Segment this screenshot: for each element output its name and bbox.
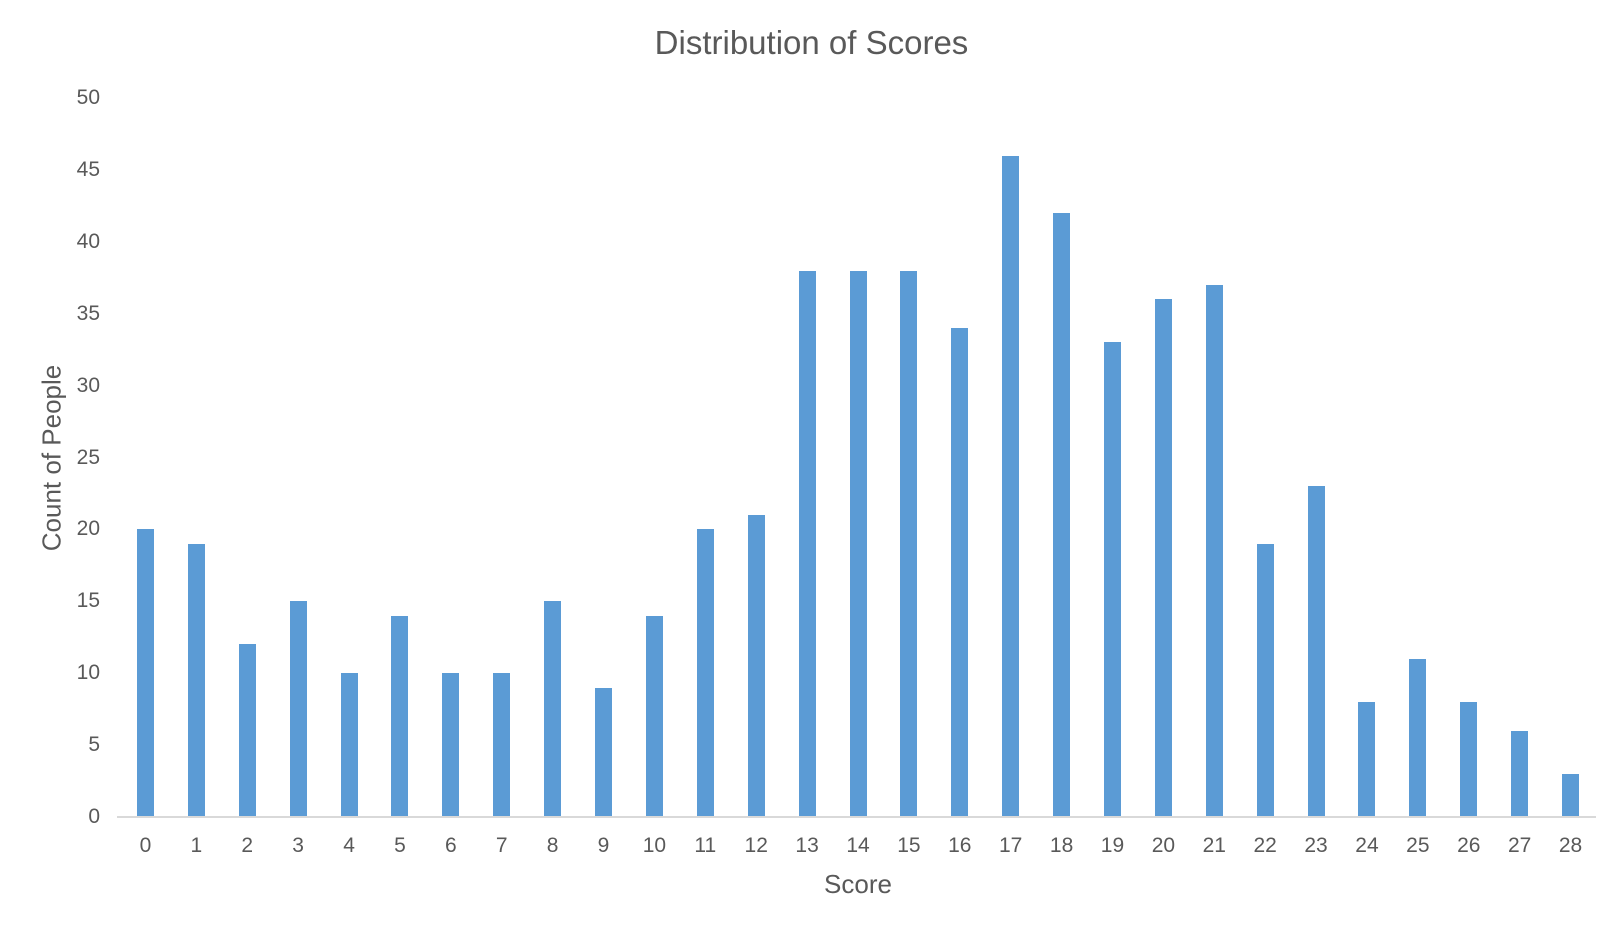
y-tick-label-15: 15	[76, 589, 100, 613]
x-axis-title: Score	[824, 869, 892, 899]
x-tick-label-8: 8	[546, 834, 559, 857]
bar-score-28	[1562, 773, 1580, 817]
bar-score-11	[696, 529, 714, 817]
bar-score-21	[1205, 284, 1223, 817]
bar-score-24	[1358, 701, 1376, 817]
x-tick-label-17: 17	[999, 834, 1023, 857]
x-tick-label-26: 26	[1457, 834, 1481, 857]
y-tick-label-40: 40	[76, 229, 100, 253]
x-tick-label-5: 5	[394, 834, 406, 857]
bar-score-9	[595, 687, 613, 817]
plot-area	[117, 98, 1596, 818]
bar-score-25	[1409, 658, 1427, 817]
y-tick-label-30: 30	[76, 373, 100, 397]
x-tick-label-14: 14	[846, 834, 870, 857]
y-tick-label-45: 45	[76, 157, 100, 181]
y-tick-label-0: 0	[88, 805, 100, 828]
x-tick-label-4: 4	[343, 834, 355, 857]
bar-score-18	[1053, 213, 1071, 817]
bar-score-17	[1002, 155, 1020, 817]
bar-score-16	[951, 328, 969, 817]
x-tick-label-28: 28	[1558, 834, 1583, 857]
bar-score-14	[849, 270, 867, 817]
bar-score-1	[187, 543, 205, 817]
x-tick-label-1: 1	[190, 834, 203, 857]
x-tick-label-18: 18	[1049, 834, 1074, 857]
bar-score-0	[136, 529, 154, 817]
x-tick-label-21: 21	[1202, 834, 1226, 857]
x-tick-label-2: 2	[241, 834, 254, 857]
bar-score-4	[340, 673, 358, 817]
x-tick-label-22: 22	[1253, 834, 1277, 857]
bar-score-26	[1460, 701, 1478, 817]
bar-score-19	[1103, 342, 1121, 817]
y-tick-label-10: 10	[76, 661, 100, 685]
x-axis-line	[117, 816, 1596, 818]
bar-score-27	[1511, 730, 1529, 817]
x-tick-label-27: 27	[1507, 834, 1532, 857]
bar-score-5	[391, 615, 409, 817]
bar-score-22	[1256, 543, 1274, 817]
x-tick-label-25: 25	[1406, 834, 1430, 857]
bar-score-6	[442, 673, 460, 817]
x-tick-label-12: 12	[744, 834, 768, 857]
x-tick-label-9: 9	[597, 834, 610, 857]
x-tick-label-15: 15	[897, 834, 921, 857]
x-tick-label-0: 0	[139, 834, 152, 857]
y-tick-label-35: 35	[76, 301, 100, 325]
x-tick-label-23: 23	[1304, 834, 1328, 857]
x-tick-label-6: 6	[444, 834, 457, 857]
x-tick-label-11: 11	[694, 834, 717, 857]
bar-score-3	[289, 601, 307, 817]
chart-title: Distribution of Scores	[654, 24, 969, 61]
x-tick-label-20: 20	[1151, 834, 1176, 857]
x-tick-label-16: 16	[948, 834, 972, 857]
bar-score-10	[645, 615, 663, 817]
y-tick-label-25: 25	[76, 445, 100, 469]
bar-score-23	[1307, 486, 1325, 817]
x-tick-label-13: 13	[795, 834, 819, 857]
bar-score-20	[1154, 299, 1172, 817]
x-tick-label-7: 7	[495, 834, 508, 857]
y-tick-label-50: 50	[76, 86, 100, 109]
bar-score-13	[798, 270, 816, 817]
bar-score-7	[493, 673, 511, 817]
x-tick-label-10: 10	[642, 834, 667, 857]
y-tick-label-5: 5	[88, 733, 100, 757]
bar-score-8	[544, 601, 562, 817]
bar-score-15	[900, 270, 918, 817]
x-tick-label-19: 19	[1100, 834, 1125, 857]
x-tick-label-24: 24	[1355, 834, 1379, 857]
x-tick-label-3: 3	[292, 834, 304, 857]
bar-score-2	[238, 644, 256, 817]
y-tick-label-20: 20	[76, 517, 100, 541]
bar-score-12	[747, 515, 765, 817]
